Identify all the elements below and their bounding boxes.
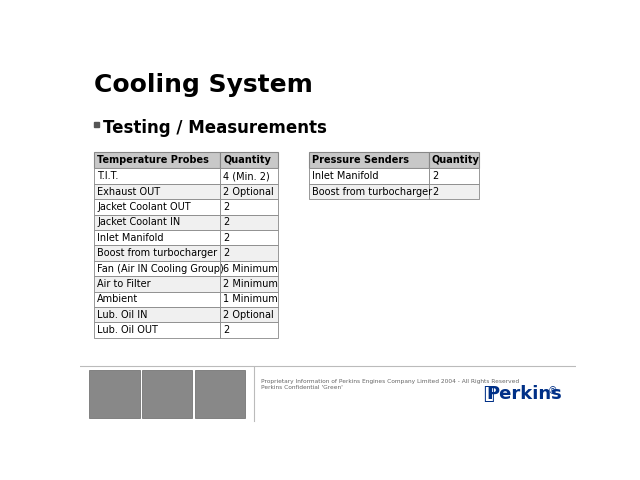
Text: Exhaust OUT: Exhaust OUT xyxy=(97,187,160,197)
Text: 2 Optional: 2 Optional xyxy=(223,187,274,197)
Bar xyxy=(90,370,140,418)
Bar xyxy=(429,184,479,199)
Text: 2: 2 xyxy=(223,248,230,258)
Text: 2 Optional: 2 Optional xyxy=(223,310,274,320)
Text: 2: 2 xyxy=(223,202,230,212)
Text: Cooling System: Cooling System xyxy=(94,73,313,97)
Bar xyxy=(94,245,220,261)
Text: Boost from turbocharger: Boost from turbocharger xyxy=(312,187,432,197)
Text: 2: 2 xyxy=(223,325,230,335)
Text: Fan (Air IN Cooling Group): Fan (Air IN Cooling Group) xyxy=(97,264,224,274)
Text: Testing / Measurements: Testing / Measurements xyxy=(103,119,327,137)
Text: 4 (Min. 2): 4 (Min. 2) xyxy=(223,171,270,181)
Bar xyxy=(308,168,429,184)
Bar xyxy=(142,370,193,418)
Bar xyxy=(94,215,220,230)
Text: Pressure Senders: Pressure Senders xyxy=(312,156,409,166)
Text: Lub. Oil IN: Lub. Oil IN xyxy=(97,310,148,320)
Text: 2: 2 xyxy=(223,233,230,243)
Bar xyxy=(220,230,278,245)
Bar xyxy=(94,307,220,323)
Bar xyxy=(220,323,278,338)
Bar xyxy=(94,121,99,127)
Text: Quantity: Quantity xyxy=(432,156,480,166)
Bar xyxy=(220,215,278,230)
Bar xyxy=(94,152,220,168)
Bar xyxy=(220,152,278,168)
Text: Lub. Oil OUT: Lub. Oil OUT xyxy=(97,325,158,335)
Text: 2: 2 xyxy=(432,187,438,197)
Bar xyxy=(94,230,220,245)
Bar xyxy=(308,184,429,199)
Bar xyxy=(94,292,220,307)
Text: Temperature Probes: Temperature Probes xyxy=(97,156,209,166)
Bar xyxy=(220,184,278,199)
Text: T.I.T.: T.I.T. xyxy=(97,171,118,181)
Bar xyxy=(94,276,220,292)
Text: Ambient: Ambient xyxy=(97,294,138,304)
Bar xyxy=(220,276,278,292)
Text: 2 Minimum: 2 Minimum xyxy=(223,279,278,289)
Text: 2: 2 xyxy=(223,217,230,228)
Bar xyxy=(308,152,429,168)
Text: ®: ® xyxy=(548,386,557,396)
Bar xyxy=(220,245,278,261)
Bar xyxy=(94,184,220,199)
Bar xyxy=(94,261,220,276)
Text: Proprietary Information of Perkins Engines Company Limited 2004 - All Rights Res: Proprietary Information of Perkins Engin… xyxy=(261,380,520,390)
Bar xyxy=(429,168,479,184)
Bar xyxy=(429,152,479,168)
Text: Inlet Manifold: Inlet Manifold xyxy=(97,233,164,243)
Bar xyxy=(195,370,245,418)
Text: Air to Filter: Air to Filter xyxy=(97,279,150,289)
Bar xyxy=(220,307,278,323)
Text: Jacket Coolant IN: Jacket Coolant IN xyxy=(97,217,180,228)
Bar xyxy=(220,199,278,215)
Text: Inlet Manifold: Inlet Manifold xyxy=(312,171,378,181)
Text: Quantity: Quantity xyxy=(223,156,271,166)
Bar xyxy=(94,323,220,338)
Text: 2: 2 xyxy=(432,171,438,181)
Bar xyxy=(94,168,220,184)
Bar xyxy=(220,292,278,307)
Text: ⛶: ⛶ xyxy=(483,385,494,403)
Text: 1 Minimum: 1 Minimum xyxy=(223,294,278,304)
Text: Perkins: Perkins xyxy=(486,385,562,403)
Bar xyxy=(220,168,278,184)
Bar xyxy=(220,261,278,276)
Bar xyxy=(94,199,220,215)
Text: Boost from turbocharger: Boost from turbocharger xyxy=(97,248,217,258)
Text: 6 Minimum: 6 Minimum xyxy=(223,264,278,274)
Text: Jacket Coolant OUT: Jacket Coolant OUT xyxy=(97,202,191,212)
